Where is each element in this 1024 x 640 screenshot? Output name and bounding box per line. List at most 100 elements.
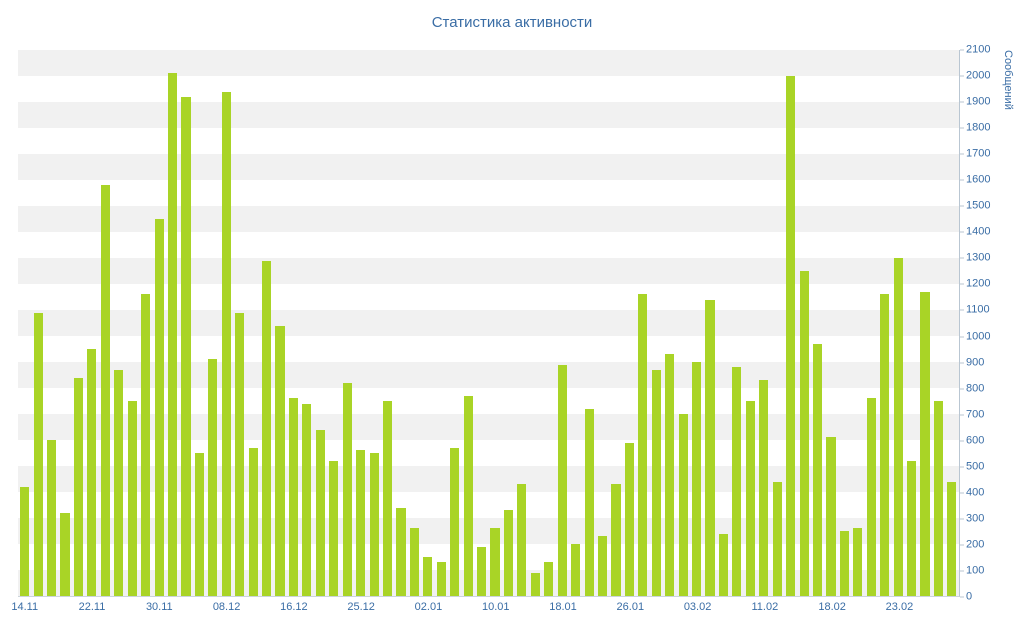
- bar-slot: [327, 50, 340, 596]
- bar: [409, 528, 419, 596]
- bar-slot: [300, 50, 313, 596]
- bar-slot: [448, 50, 461, 596]
- bar: [100, 185, 110, 596]
- bar-slot: [246, 50, 259, 596]
- bar-slot: [663, 50, 676, 596]
- x-tick-label: 08.12: [212, 601, 241, 613]
- bar-slot: [609, 50, 622, 596]
- bar: [826, 437, 836, 596]
- bar: [369, 453, 379, 596]
- bar-slot: [757, 50, 770, 596]
- y-tick-label: 1300: [966, 251, 991, 264]
- y-tick-mark: [960, 362, 964, 364]
- bar: [812, 343, 823, 596]
- y-axis-tick-labels: 0 100 200 300 400 500 600 700 800 900 1000 1100 1200…: [966, 44, 1006, 602]
- y-tick-label: 900: [966, 356, 985, 369]
- bar-slot: [139, 50, 152, 596]
- bar: [60, 512, 70, 596]
- bar-slot: [851, 50, 864, 596]
- bar-slot: [314, 50, 327, 596]
- y-tick-label: 1200: [966, 277, 991, 290]
- y-tick-label: 1700: [966, 147, 991, 160]
- y-tick-label: 800: [966, 382, 985, 395]
- y-tick-label: 700: [966, 408, 985, 421]
- bar: [839, 531, 849, 596]
- bar-slot: [932, 50, 945, 596]
- bar-slot: [99, 50, 112, 596]
- bar: [503, 510, 514, 596]
- bar: [329, 460, 339, 596]
- y-tick-mark: [960, 466, 964, 468]
- bar: [235, 312, 245, 596]
- bar: [759, 380, 769, 596]
- x-tick-label: 25.12: [347, 601, 375, 613]
- bar-slot: [596, 50, 609, 596]
- bar-slot: [435, 50, 448, 596]
- bar: [20, 486, 30, 596]
- bar-slot: [730, 50, 743, 596]
- bar-slot: [166, 50, 179, 596]
- y-tick-mark: [960, 492, 964, 494]
- bar-slot: [220, 50, 233, 596]
- y-tick-mark: [960, 153, 964, 155]
- bar-slot: [676, 50, 689, 596]
- y-tick-mark: [960, 518, 964, 520]
- bar: [490, 528, 500, 596]
- bar-slot: [85, 50, 98, 596]
- bar: [167, 73, 178, 596]
- bar-slot: [690, 50, 703, 596]
- y-tick-mark: [960, 179, 964, 181]
- x-tick-label: 02.01: [414, 601, 443, 613]
- bar: [382, 401, 393, 596]
- bar-slot: [461, 50, 474, 596]
- y-tick-mark: [960, 127, 964, 129]
- y-axis-title: Сообщений: [1002, 50, 1014, 110]
- y-tick-label: 400: [966, 486, 985, 499]
- y-tick-mark: [960, 570, 964, 572]
- bar: [208, 359, 218, 596]
- y-tick-label: 200: [966, 538, 985, 551]
- bar: [571, 544, 581, 596]
- bar: [342, 382, 352, 596]
- y-tick-mark: [960, 283, 964, 285]
- bar-slot: [865, 50, 878, 596]
- bar: [262, 260, 272, 596]
- y-tick-label: 1800: [966, 121, 991, 134]
- bar: [275, 325, 285, 596]
- x-tick-label: 11.02: [751, 601, 779, 613]
- bar-slot: [45, 50, 58, 596]
- y-tick-mark: [960, 596, 964, 598]
- bar: [221, 91, 231, 596]
- bar-slot: [918, 50, 931, 596]
- bar: [114, 369, 124, 596]
- bar: [530, 572, 540, 596]
- x-tick-label: 10.01: [481, 601, 510, 613]
- bar: [853, 528, 863, 596]
- bar: [315, 429, 325, 596]
- bar: [47, 440, 57, 596]
- y-tick-mark: [960, 440, 964, 442]
- bar-slot: [891, 50, 904, 596]
- bar-slot: [112, 50, 125, 596]
- bar-slot: [582, 50, 595, 596]
- bar: [678, 414, 688, 596]
- bars-container: [18, 50, 959, 596]
- bar-slot: [354, 50, 367, 596]
- bar-slot: [475, 50, 488, 596]
- y-axis-tick-marks: [960, 49, 966, 598]
- y-tick-label: 2000: [966, 69, 991, 82]
- bar-slot: [529, 50, 542, 596]
- bar: [33, 312, 43, 596]
- bar: [194, 453, 204, 596]
- bar-slot: [233, 50, 246, 596]
- x-tick-label: 14.11: [11, 601, 39, 613]
- bar-slot: [650, 50, 663, 596]
- bar-slot: [797, 50, 810, 596]
- bar: [396, 507, 406, 596]
- bar: [544, 562, 554, 596]
- x-axis-tick-labels: 14.11 22.11 30.11 08.12 16.12 25.12 02.01 10.01…: [11, 601, 960, 617]
- bar: [692, 362, 702, 596]
- bar: [477, 546, 487, 596]
- y-tick-label: 1100: [966, 303, 990, 316]
- bar-slot: [394, 50, 407, 596]
